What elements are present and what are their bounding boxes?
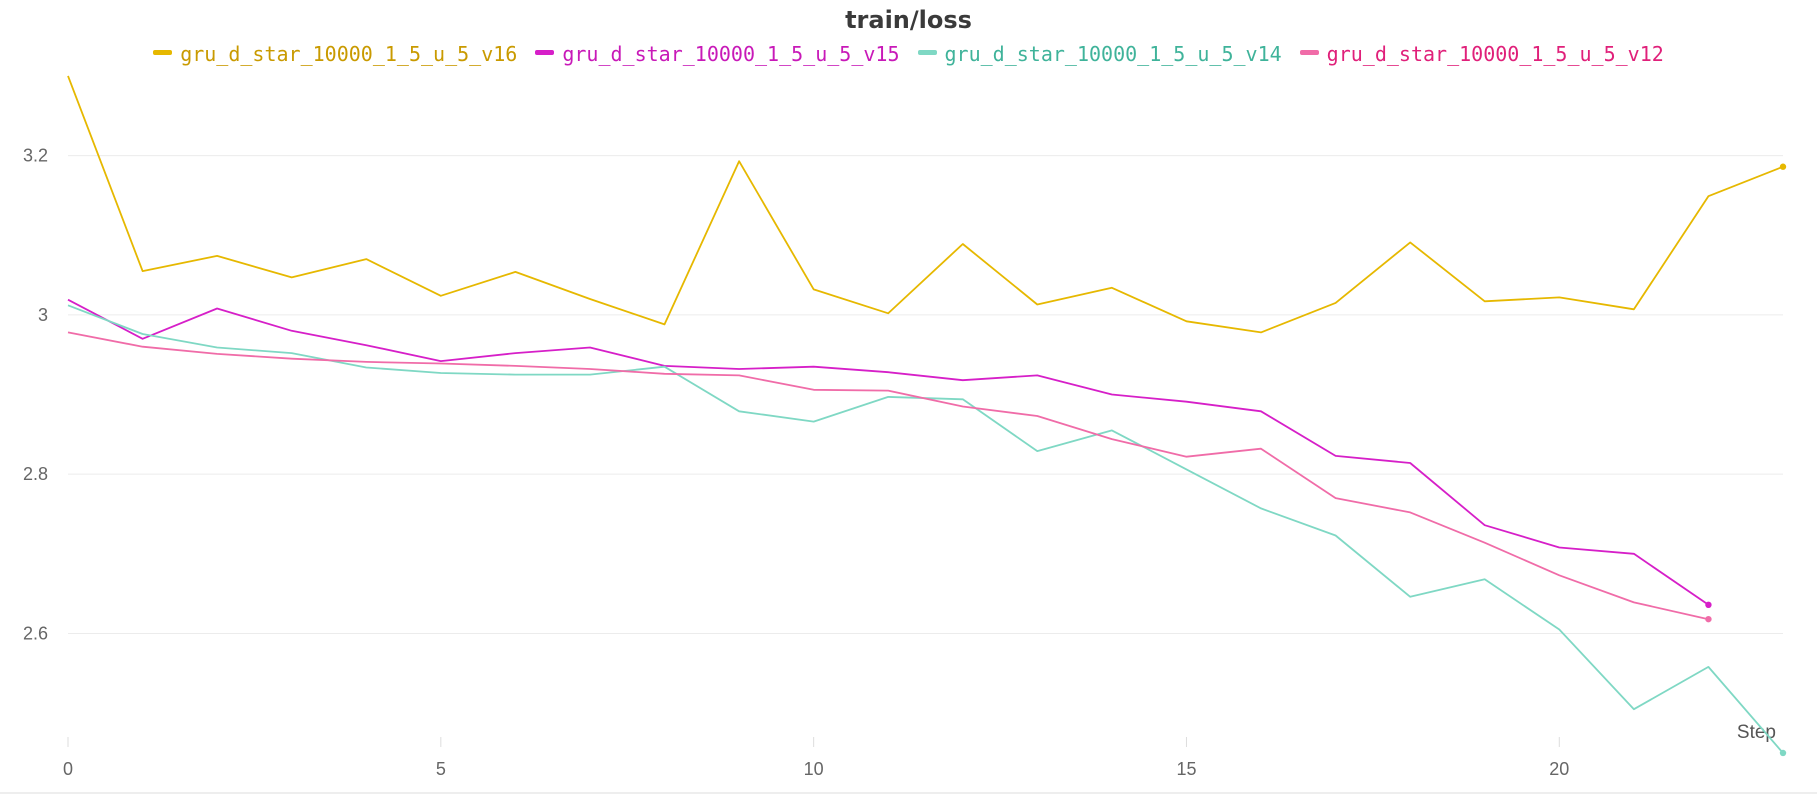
y-tick-label: 3.2: [23, 146, 48, 166]
legend-swatch: [153, 50, 173, 55]
y-tick-label: 3: [38, 305, 48, 325]
series-line-gru_d_star_10000_1_5_u_5_v16: [67, 75, 1784, 334]
legend-swatch: [1299, 50, 1319, 55]
legend-item[interactable]: gru_d_star_10000_1_5_u_5_v12: [1299, 42, 1664, 66]
series-end-point: [1779, 749, 1787, 757]
x-tick-label: 5: [436, 759, 446, 779]
series-line-gru_d_star_10000_1_5_u_5_v15: [67, 298, 1709, 606]
series-line-gru_d_star_10000_1_5_u_5_v14: [67, 304, 1784, 754]
series-end-point: [1705, 615, 1712, 623]
x-tick-label: 15: [1176, 759, 1196, 779]
series-end-point: [1705, 601, 1712, 609]
legend-item[interactable]: gru_d_star_10000_1_5_u_5_v14: [917, 42, 1282, 66]
x-axis-label: Step: [1737, 722, 1776, 743]
series-end-point: [1779, 163, 1787, 170]
legend-label: gru_d_star_10000_1_5_u_5_v12: [1326, 42, 1664, 66]
x-tick-label: 20: [1549, 759, 1569, 779]
y-tick-label: 2.6: [23, 623, 48, 643]
legend-swatch: [535, 50, 555, 55]
legend-item[interactable]: gru_d_star_10000_1_5_u_5_v16: [153, 42, 517, 66]
chart-legend: gru_d_star_10000_1_5_u_5_v16 gru_d_star_1…: [0, 42, 1817, 66]
series-line-gru_d_star_10000_1_5_u_5_v12: [67, 331, 1709, 621]
legend-item[interactable]: gru_d_star_10000_1_5_u_5_v15: [535, 42, 900, 66]
chart-title: train/loss: [845, 6, 972, 34]
x-tick-label: 10: [804, 759, 824, 779]
legend-label: gru_d_star_10000_1_5_u_5_v15: [562, 42, 900, 66]
x-tick-label: 0: [63, 759, 73, 779]
legend-label: gru_d_star_10000_1_5_u_5_v14: [944, 42, 1282, 66]
y-tick-label: 2.8: [23, 464, 48, 484]
legend-label: gru_d_star_10000_1_5_u_5_v16: [180, 42, 518, 66]
legend-swatch: [917, 50, 937, 55]
